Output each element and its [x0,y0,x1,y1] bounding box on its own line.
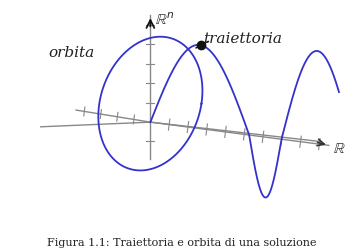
Text: $\mathbb{R}$: $\mathbb{R}$ [333,142,346,156]
Text: Figura 1.1: Traiettoria e orbita di una soluzione: Figura 1.1: Traiettoria e orbita di una … [47,238,316,248]
Text: $\mathbb{R}^n$: $\mathbb{R}^n$ [155,12,174,28]
Text: traiettoria: traiettoria [203,32,282,46]
Text: orbita: orbita [48,46,94,60]
